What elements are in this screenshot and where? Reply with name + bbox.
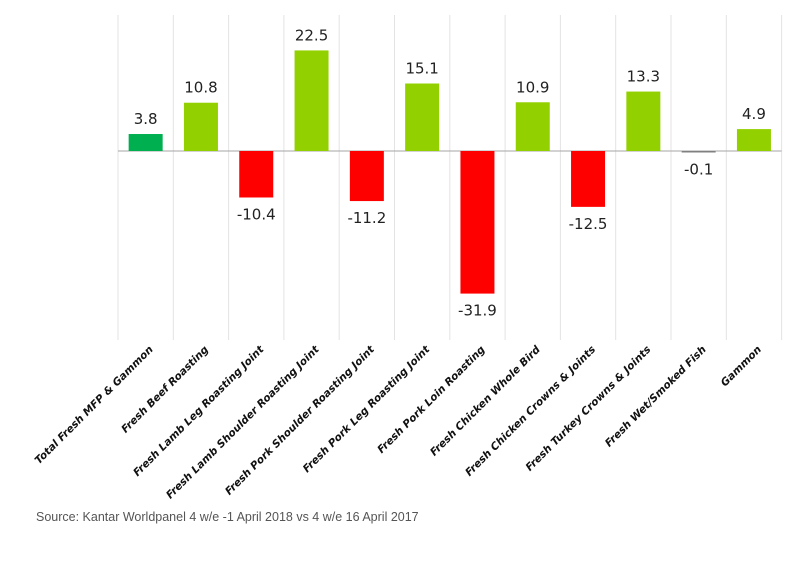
data-label: 10.9 — [516, 78, 549, 96]
bar — [128, 134, 163, 151]
bar — [626, 91, 661, 151]
category-label: Gammon — [719, 344, 764, 389]
data-label: -0.1 — [684, 161, 713, 179]
bar — [736, 129, 771, 151]
bar — [515, 102, 550, 151]
data-label: 15.1 — [405, 60, 438, 78]
data-label: 3.8 — [134, 110, 158, 128]
bar — [239, 151, 274, 198]
data-label: 10.8 — [184, 79, 217, 97]
bar — [183, 102, 218, 151]
bar — [405, 83, 440, 151]
source-note: Source: Kantar Worldpanel 4 w/e -1 April… — [36, 510, 419, 524]
bar — [460, 151, 495, 294]
data-label: -12.5 — [569, 215, 608, 233]
bar — [294, 50, 329, 151]
data-label: 22.5 — [295, 26, 328, 44]
data-label: -31.9 — [458, 302, 497, 320]
category-label: Fresh Pork Loin Roasting — [375, 343, 488, 456]
category-label: Total Fresh MFP & Gammon — [33, 344, 156, 467]
bar — [349, 151, 384, 202]
category-label: Fresh Wet/Smoked Fish — [603, 344, 709, 450]
data-label: -11.2 — [347, 209, 386, 227]
bar — [681, 151, 716, 153]
data-label: -10.4 — [237, 205, 276, 223]
data-label: 13.3 — [627, 68, 660, 86]
data-label: 4.9 — [742, 105, 766, 123]
category-label: Fresh Chicken Whole Bird — [428, 343, 543, 458]
bar — [571, 151, 606, 207]
